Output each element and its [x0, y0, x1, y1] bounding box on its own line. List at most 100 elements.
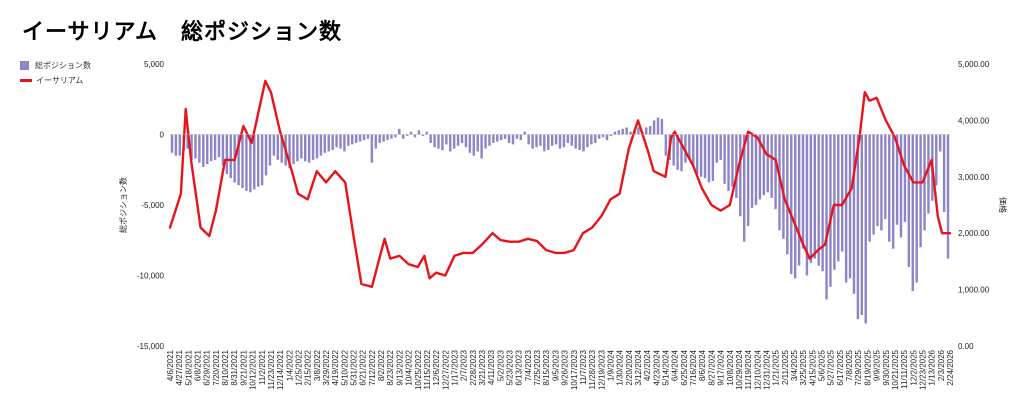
x-tick-label: 1/25/2022: [294, 349, 303, 385]
x-tick-label: 2/24/2026: [946, 349, 955, 385]
bar: [307, 134, 311, 163]
bar: [452, 134, 456, 149]
bar: [386, 134, 389, 141]
x-tick-label: 7/16/2024: [689, 349, 698, 385]
x-tick-label: 11/2/2021: [258, 349, 267, 385]
x-tick-label: 5/18/2021: [184, 349, 193, 385]
x-tick-label: 6/25/2024: [680, 349, 689, 385]
x-tick-label: 10/4/2022: [405, 349, 414, 385]
x-tick-label: 5/6/2025: [818, 349, 827, 381]
legend-swatch-line: [20, 79, 32, 82]
bar: [860, 134, 864, 315]
bar: [935, 134, 938, 186]
bar: [895, 134, 899, 225]
bar: [515, 134, 519, 139]
bar: [735, 134, 738, 198]
bar: [719, 134, 722, 160]
bar: [946, 134, 950, 259]
x-tick-label: 8/31/2021: [230, 349, 239, 385]
x-tick-label: 3/29/2022: [322, 349, 331, 385]
bar: [433, 134, 436, 148]
bar: [347, 134, 350, 146]
x-tick-label: 9/9/2025: [873, 349, 882, 381]
x-tick-label: 9/30/2025: [882, 349, 891, 385]
x-tick-label: 1/17/2023: [450, 349, 459, 385]
bar: [876, 134, 879, 227]
x-tick-label: 12/2/2025: [909, 349, 918, 385]
bar: [907, 134, 911, 268]
bar: [868, 134, 871, 242]
x-tick-label: 2/7/2023: [460, 349, 469, 381]
bar: [899, 134, 903, 238]
x-tick-label: 1/30/2024: [616, 349, 625, 385]
bar: [170, 134, 174, 153]
bar: [660, 118, 664, 135]
bar: [378, 134, 381, 143]
bar: [629, 131, 632, 135]
bar: [656, 117, 660, 135]
legend-label-positions: 総ポジション数: [35, 61, 91, 70]
chart-title: イーサリアム 総ポジション数: [22, 19, 343, 44]
bar: [445, 134, 448, 145]
bar: [429, 134, 432, 143]
x-tick-label: 8/19/2025: [863, 349, 872, 385]
bar: [327, 134, 330, 152]
bar: [178, 134, 182, 156]
x-tick-label: 7/25/2023: [533, 349, 542, 385]
bar: [213, 134, 217, 160]
x-tick-label: 6/29/2021: [203, 349, 212, 385]
y-right-tick-label: 5,000.00: [958, 60, 990, 69]
x-tick-label: 9/17/2024: [717, 349, 726, 385]
bar: [198, 134, 201, 163]
bar: [468, 134, 472, 153]
x-tick-label: 6/21/2022: [359, 349, 368, 385]
bar: [915, 134, 918, 283]
bar: [519, 134, 523, 141]
bar: [840, 134, 844, 252]
bar: [374, 134, 377, 149]
bar: [680, 134, 683, 172]
bar: [562, 134, 566, 148]
y-right-tick-label: 2,000.00: [958, 229, 990, 238]
y-left-tick-label: -15,000: [137, 342, 165, 351]
bar: [409, 131, 413, 135]
y-left-axis-title: 総ポジション数: [118, 177, 128, 233]
bar: [421, 134, 425, 136]
bar: [382, 134, 385, 142]
x-tick-label: 1/9/2024: [606, 349, 615, 381]
bar: [743, 134, 746, 242]
bar: [652, 120, 656, 135]
bar: [256, 134, 260, 187]
x-tick-label: 2/15/2022: [304, 349, 313, 385]
bar: [594, 134, 597, 143]
x-tick-label: 8/15/2023: [542, 349, 551, 385]
y-left-tick-label: -5,000: [141, 201, 164, 210]
x-tick-label: 5/10/2022: [340, 349, 349, 385]
bar: [323, 134, 327, 153]
bar: [499, 134, 503, 141]
bar: [304, 134, 307, 162]
x-tick-label: 6/4/2024: [671, 349, 680, 381]
bar: [758, 134, 762, 200]
bar: [405, 134, 409, 136]
bar: [805, 134, 809, 276]
bar: [711, 134, 715, 182]
bar: [511, 134, 515, 145]
bar: [809, 134, 813, 263]
bar: [688, 134, 691, 159]
bar: [311, 134, 315, 160]
bar: [221, 134, 225, 166]
bar: [441, 134, 444, 151]
bar: [621, 128, 624, 135]
bar: [793, 134, 797, 279]
bar: [664, 134, 668, 156]
bar: [609, 134, 613, 136]
y-right-tick-label: 4,000.00: [958, 116, 990, 125]
x-tick-label: 4/27/2021: [175, 349, 184, 385]
bar: [276, 134, 280, 160]
bar: [480, 134, 483, 159]
x-tick-label: 10/21/2025: [891, 349, 900, 390]
bar: [590, 134, 593, 145]
y-left-tick-label: 5,000: [144, 60, 165, 69]
bar: [766, 134, 769, 193]
